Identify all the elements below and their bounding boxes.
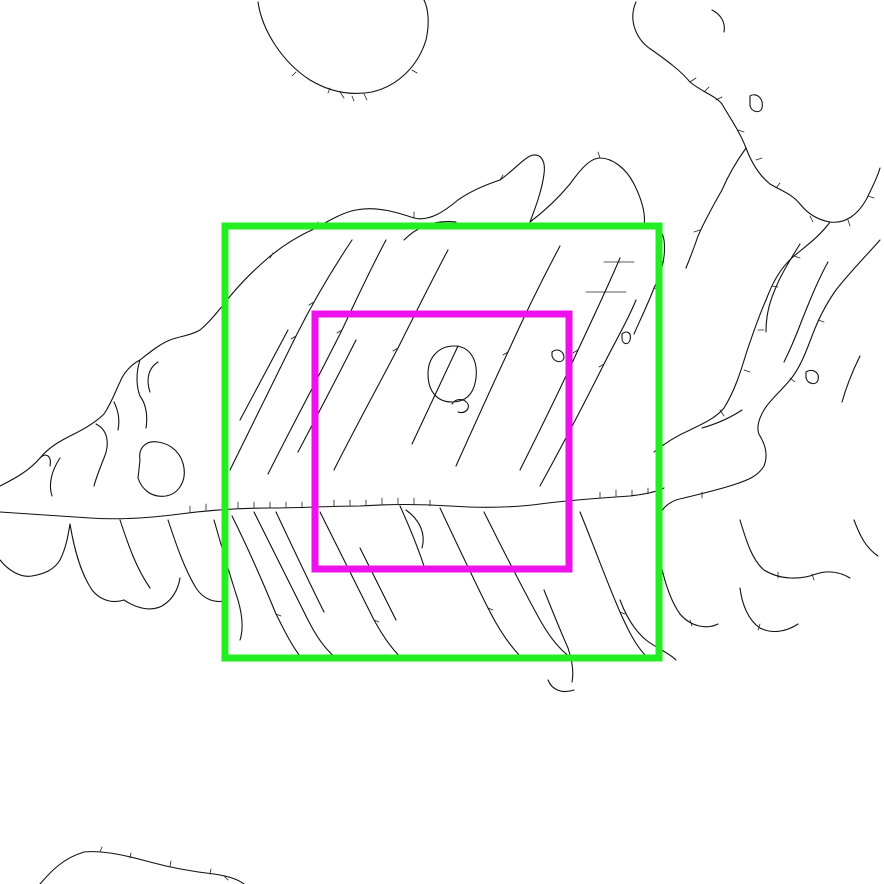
top-round-blob-outline (257, 0, 429, 102)
outer-green-bounding-box (221, 222, 663, 662)
central-fern-leaf-outline (0, 151, 666, 693)
bottom-left-fragment-outline (39, 846, 245, 884)
right-fern-outline (619, 221, 881, 661)
top-right-plant-outline (632, 1, 881, 269)
inner-magenta-bounding-box (311, 310, 573, 573)
